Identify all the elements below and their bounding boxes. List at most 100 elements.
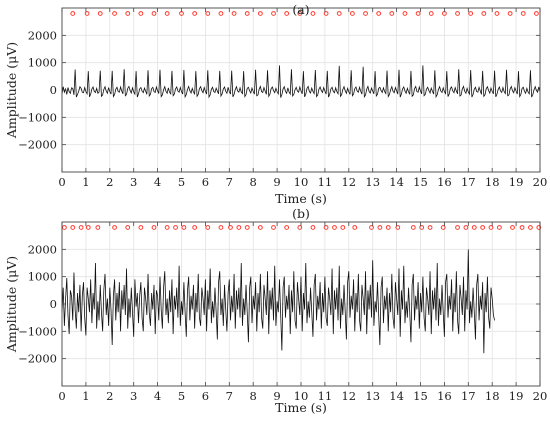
x-tick-label: 3 [130,389,137,403]
y-tick-label: −1000 [18,324,57,338]
x-axis-label: Time (s) [275,400,327,415]
chart-panel-a: 0 1 2 3 4 5 6 7 8 9 10 11 12 13 14 15 16 17 18 19 20−2000−10… [4,2,547,206]
x-tick-label: 9 [273,389,280,403]
event-marker [363,11,368,16]
event-marker [428,11,434,16]
event-marker [297,225,303,230]
x-tick-label: 14 [389,389,404,403]
y-axis-label: Amplitude (μV) [4,42,19,139]
event-marker [284,11,290,16]
event-marker [332,225,337,230]
x-tick-label: 5 [178,389,185,403]
x-tick-label: 3 [130,175,137,189]
event-marker [271,225,276,230]
event-marker [455,225,460,230]
event-marker [244,225,250,230]
y-tick-label: 2000 [28,242,57,256]
x-tick-label: 9 [273,175,280,189]
y-axis-label: Amplitude (μV) [4,256,19,353]
event-marker [125,225,131,230]
event-marker [112,11,117,16]
event-marker [510,225,515,230]
chart-panel-b: 0 1 2 3 4 5 6 7 8 9 10 11 12 13 14 15 16 17 18 19 20−2000−10… [4,206,547,415]
event-marker [323,225,329,230]
event-marker [218,11,224,16]
event-marker [192,11,198,16]
event-marker [125,11,131,16]
event-marker [336,11,342,16]
x-tick-label: 4 [154,389,161,403]
event-marker [97,11,103,16]
x-tick-label: 10 [294,389,309,403]
event-marker [410,225,416,230]
event-marker [455,11,460,16]
event-marker [402,11,408,16]
event-marker [310,225,316,230]
x-tick-label: 20 [533,389,548,403]
x-tick-label: 1 [82,389,89,403]
event-marker [310,11,316,16]
event-marker [138,225,144,230]
x-tick-label: 8 [250,175,257,189]
x-tick-label: 12 [341,389,356,403]
event-marker [507,11,513,16]
x-tick-label: 12 [341,175,356,189]
event-marker [415,11,421,16]
y-tick-label: 1000 [28,56,57,70]
event-marker [323,11,329,16]
y-tick-label: 0 [50,83,57,97]
event-marker [440,225,446,230]
y-tick-label: 1000 [28,270,57,284]
event-marker [480,225,486,230]
x-tick-label: 20 [533,175,548,189]
event-marker [112,225,117,230]
event-marker [236,225,242,230]
x-tick-label: 16 [437,389,452,403]
x-tick-label: 10 [294,175,309,189]
y-tick-label: −1000 [18,110,57,124]
event-marker [85,225,91,230]
event-marker [377,225,383,230]
x-tick-label: 13 [365,389,380,403]
x-tick-label: 19 [509,389,524,403]
event-marker [385,225,391,230]
event-marker [536,225,542,230]
panel-title: (b) [292,206,310,221]
x-tick-label: 16 [437,175,452,189]
x-tick-label: 0 [58,389,65,403]
y-tick-label: 2000 [28,28,57,42]
event-marker [520,11,526,16]
event-marker [471,225,477,230]
event-marker [496,225,502,230]
event-marker [173,225,178,230]
event-marker [389,11,395,16]
x-tick-label: 7 [226,389,233,403]
event-marker [192,225,198,230]
event-marker [218,225,224,230]
event-marker [231,11,237,16]
event-marker [488,225,494,230]
event-marker [369,225,374,230]
event-marker [352,225,358,230]
event-marker [257,225,263,230]
event-marker [297,11,303,16]
event-marker [419,225,425,230]
eeg-trace [61,249,495,354]
event-marker [427,225,433,230]
event-marker [164,11,170,16]
event-marker [534,11,539,16]
event-marker [61,225,67,230]
event-marker [205,225,211,230]
x-tick-label: 15 [413,389,428,403]
x-tick-label: 7 [226,175,233,189]
event-marker [151,11,157,16]
event-marker [205,11,211,16]
x-tick-label: 11 [318,175,333,189]
x-tick-label: 6 [202,389,209,403]
event-marker [70,225,76,230]
event-marker [284,225,290,230]
event-marker [271,11,276,16]
event-marker [257,11,263,16]
x-tick-label: 4 [154,175,161,189]
